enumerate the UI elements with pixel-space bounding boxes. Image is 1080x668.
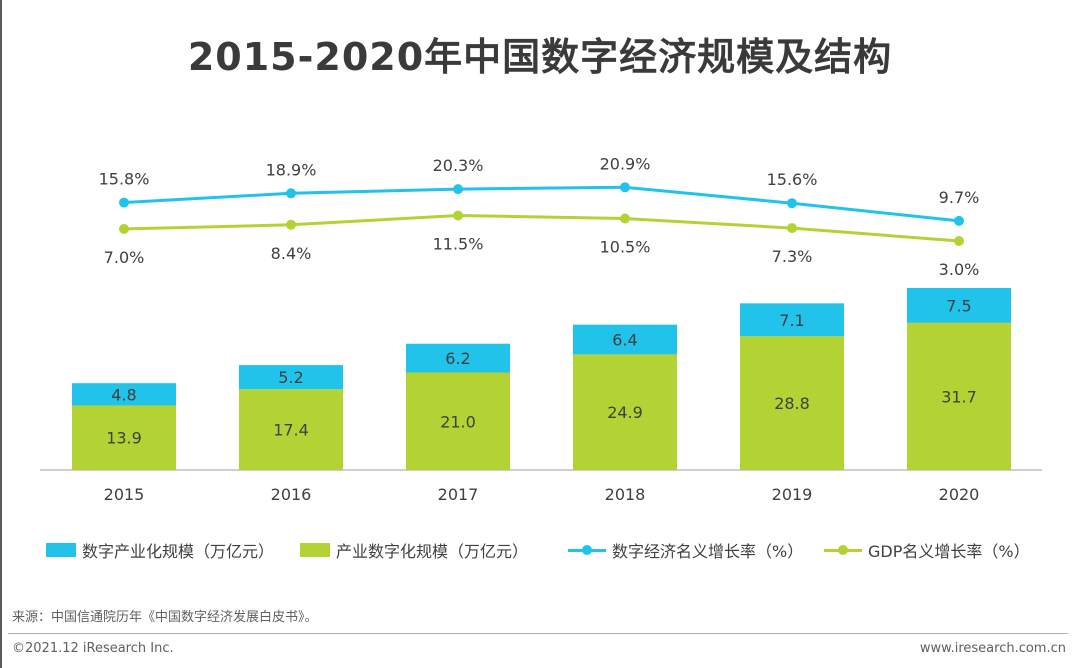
bar-label-digital-industrialization: 4.8 (111, 385, 136, 404)
footer-divider (8, 633, 1068, 634)
bar-label-digital-industrialization: 6.4 (612, 331, 637, 350)
bar-industrial-digitalization (740, 336, 844, 470)
bar-label-industrial-digitalization: 24.9 (607, 403, 643, 422)
digital-economy-growth-label: 20.3% (433, 156, 484, 175)
bar-label-industrial-digitalization: 17.4 (273, 421, 309, 440)
gdp-growth-label: 3.0% (939, 260, 980, 279)
chart-canvas: 13.9 4.8 2015 17.4 5.2 2016 21.0 6.2 2017 24.9 6.4… (40, 154, 1042, 504)
gdp-growth-label: 11.5% (433, 235, 484, 254)
legend-item-gdp-growth: GDP名义增长率（%） (824, 538, 1030, 562)
digital-economy-growth-point (620, 182, 630, 193)
gdp-growth-label: 7.3% (772, 247, 813, 266)
legend-swatch-green-line (824, 543, 862, 557)
digital-economy-growth-point (119, 197, 129, 208)
digital-economy-growth-point (286, 188, 296, 199)
bar-industrial-digitalization (907, 322, 1011, 470)
gdp-growth-point (620, 213, 630, 224)
bar-industrial-digitalization (72, 405, 176, 470)
digital-economy-growth-line (123, 185, 960, 223)
legend-swatch-green (300, 543, 330, 557)
bar-label-digital-industrialization: 5.2 (278, 368, 303, 387)
bar-industrial-digitalization (239, 389, 343, 470)
digital-economy-growth-point (453, 184, 463, 195)
bar-label-industrial-digitalization: 28.8 (774, 394, 810, 413)
bar-digital-industrialization (907, 288, 1011, 323)
x-tick-label: 2019 (772, 485, 813, 504)
legend-swatch-blue-line (568, 543, 606, 557)
gdp-growth-label: 10.5% (600, 238, 651, 257)
bar-digital-industrialization (406, 343, 510, 373)
digital-economy-growth-label: 15.8% (99, 170, 150, 189)
bar-label-digital-industrialization: 7.5 (946, 296, 971, 315)
gdp-growth-point (119, 224, 129, 234)
bar-digital-industrialization (72, 383, 176, 406)
gdp-growth-point (286, 219, 296, 230)
bar-label-industrial-digitalization: 31.7 (941, 387, 977, 406)
bar-label-industrial-digitalization: 21.0 (440, 412, 476, 431)
bar-label-digital-industrialization: 7.1 (779, 311, 804, 330)
x-tick-label: 2016 (271, 485, 312, 504)
gdp-growth-label: 8.4% (271, 244, 312, 263)
bar-label-industrial-digitalization: 13.9 (106, 429, 142, 448)
x-tick-label: 2018 (605, 485, 646, 504)
website-link[interactable]: www.iresearch.com.cn (919, 641, 1066, 656)
legend-swatch-blue (46, 543, 76, 557)
legend-label: 数字产业化规模（万亿元） (82, 542, 275, 561)
bar-digital-industrialization (239, 365, 343, 390)
digital-economy-growth-point (787, 198, 797, 209)
legend-item-digital-economy-growth: 数字经济名义增长率（%） (568, 538, 803, 562)
chart-title: 2015-2020年中国数字经济规模及结构 (187, 35, 893, 79)
digital-economy-growth-label: 15.6% (767, 170, 818, 189)
digital-economy-growth-label: 20.9% (600, 154, 651, 173)
gdp-growth-point (453, 210, 463, 221)
gdp-growth-point (954, 236, 964, 246)
copyright: ©2021.12 iResearch Inc. (12, 641, 174, 656)
digital-economy-growth-point (954, 215, 964, 226)
legend: 数字产业化规模（万亿元） 产业数字化规模（万亿元） 数字经济名义增长率（%） G… (0, 538, 1080, 562)
x-tick-label: 2015 (104, 485, 145, 504)
source-note: 来源：中国信通院历年《中国数字经济发展白皮书》。 (12, 610, 318, 625)
bar-digital-industrialization (573, 324, 677, 355)
bar-industrial-digitalization (406, 372, 510, 470)
legend-label: 数字经济名义增长率（%） (612, 542, 804, 561)
digital-economy-growth-label: 9.7% (939, 188, 980, 207)
legend-item-industrial-digitalization: 产业数字化规模（万亿元） (300, 538, 528, 562)
bar-industrial-digitalization (573, 354, 677, 470)
digital-economy-growth-label: 18.9% (266, 160, 317, 179)
bar-label-digital-industrialization: 6.2 (445, 349, 470, 368)
bar-digital-industrialization (740, 303, 844, 337)
legend-label: GDP名义增长率（%） (868, 542, 1030, 561)
legend-item-digital-industrialization: 数字产业化规模（万亿元） (46, 538, 274, 562)
gdp-growth-point (787, 223, 797, 234)
gdp-growth-line (123, 213, 960, 243)
legend-label: 产业数字化规模（万亿元） (336, 542, 529, 561)
x-tick-label: 2020 (939, 485, 980, 504)
frame-border (0, 0, 2, 668)
gdp-growth-label: 7.0% (104, 248, 145, 267)
x-tick-label: 2017 (438, 485, 479, 504)
